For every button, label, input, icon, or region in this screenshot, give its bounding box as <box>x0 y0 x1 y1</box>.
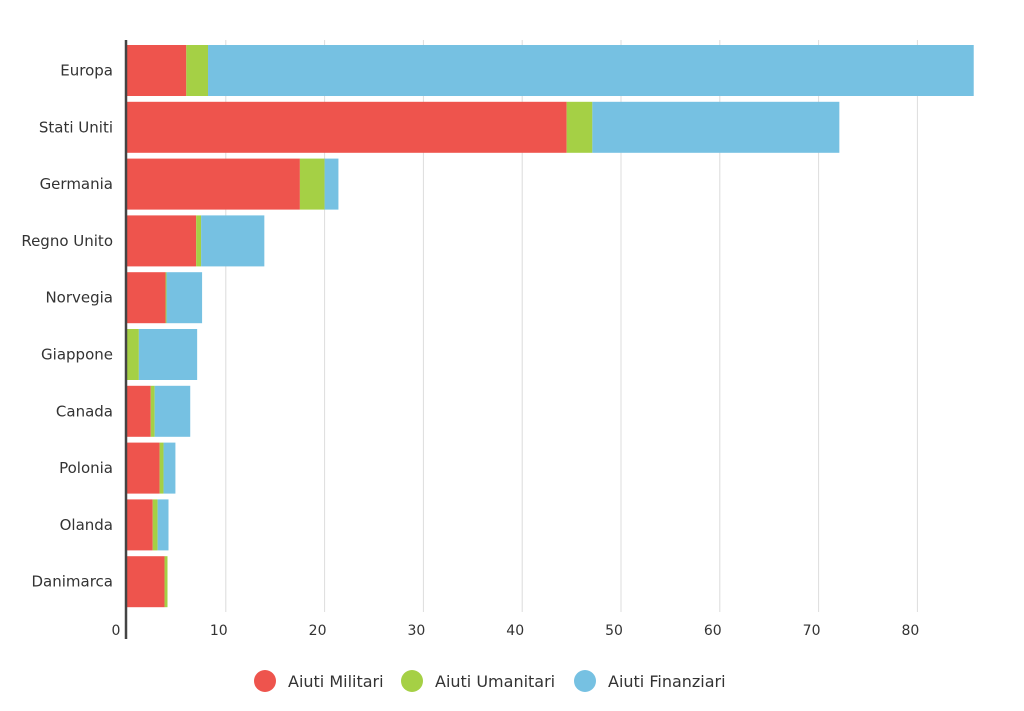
x-tick-label: 10 <box>210 623 228 639</box>
bar-segment-regno-unito-s1 <box>196 215 202 267</box>
x-tick-label: 30 <box>407 623 425 639</box>
bar-segment-olanda-s0 <box>127 499 153 551</box>
bar-segment-germania-s0 <box>127 158 300 210</box>
x-tick-label: 80 <box>901 623 919 639</box>
bar-segment-norvegia-s2 <box>166 272 203 324</box>
bar-segment-polonia-s1 <box>159 442 164 494</box>
bar-segment-regno-unito-s2 <box>201 215 265 267</box>
legend-label: Aiuti Finanziari <box>608 672 726 691</box>
x-tick-label: 50 <box>605 623 623 639</box>
bar-segment-canada-s1 <box>150 385 155 437</box>
category-label: Stati Uniti <box>39 118 113 136</box>
labels: 0 10 20 30 40 50 60 70 80 Europa Stati Uniti German… <box>21 62 919 640</box>
bars <box>127 45 974 608</box>
bar-segment-polonia-s2 <box>163 442 176 494</box>
bar-segment-giappone-s1 <box>127 329 139 380</box>
x-tick-label: 0 <box>112 623 121 639</box>
bar-segment-polonia-s0 <box>127 442 160 494</box>
category-label: Europa <box>60 62 113 80</box>
bar-segment-europa-s1 <box>186 45 209 96</box>
bar-segment-stati-uniti-s0 <box>127 101 567 153</box>
bar-segment-norvegia-s0 <box>127 272 166 324</box>
category-label: Norvegia <box>45 289 113 307</box>
bar-segment-europa-s0 <box>127 45 187 96</box>
category-label: Canada <box>56 402 113 420</box>
legend-label: Aiuti Militari <box>288 672 384 691</box>
legend-swatch <box>401 670 423 692</box>
bar-segment-germania-s1 <box>299 158 325 210</box>
category-label: Regno Unito <box>21 232 113 250</box>
bar-segment-giappone-s2 <box>138 329 198 380</box>
bar-segment-stati-uniti-s2 <box>592 101 840 153</box>
x-tick-label: 60 <box>704 623 722 639</box>
bar-segment-europa-s2 <box>208 45 974 96</box>
legend-swatch <box>574 670 596 692</box>
legend: Aiuti Militari Aiuti Umanitari Aiuti Finan… <box>254 670 726 692</box>
x-tick-label: 40 <box>506 623 524 639</box>
legend-swatch <box>254 670 276 692</box>
bar-segment-canada-s2 <box>154 385 191 437</box>
bar-segment-stati-uniti-s1 <box>566 101 593 153</box>
x-tick-label: 70 <box>803 623 821 639</box>
category-label: Polonia <box>59 459 113 477</box>
bar-segment-danimarca-s1 <box>164 556 168 608</box>
category-label: Germania <box>40 175 113 193</box>
category-label: Giappone <box>41 346 113 364</box>
bar-segment-regno-unito-s0 <box>127 215 197 267</box>
category-label: Danimarca <box>32 573 114 591</box>
category-label: Olanda <box>60 516 113 534</box>
x-tick-label: 20 <box>309 623 327 639</box>
bar-segment-danimarca-s0 <box>127 556 165 608</box>
bar-segment-germania-s2 <box>324 158 339 210</box>
legend-label: Aiuti Umanitari <box>435 672 555 691</box>
bar-segment-norvegia-s1 <box>165 272 167 324</box>
bar-segment-olanda-s1 <box>152 499 158 551</box>
bar-segment-canada-s0 <box>127 385 151 437</box>
bar-segment-olanda-s2 <box>157 499 169 551</box>
